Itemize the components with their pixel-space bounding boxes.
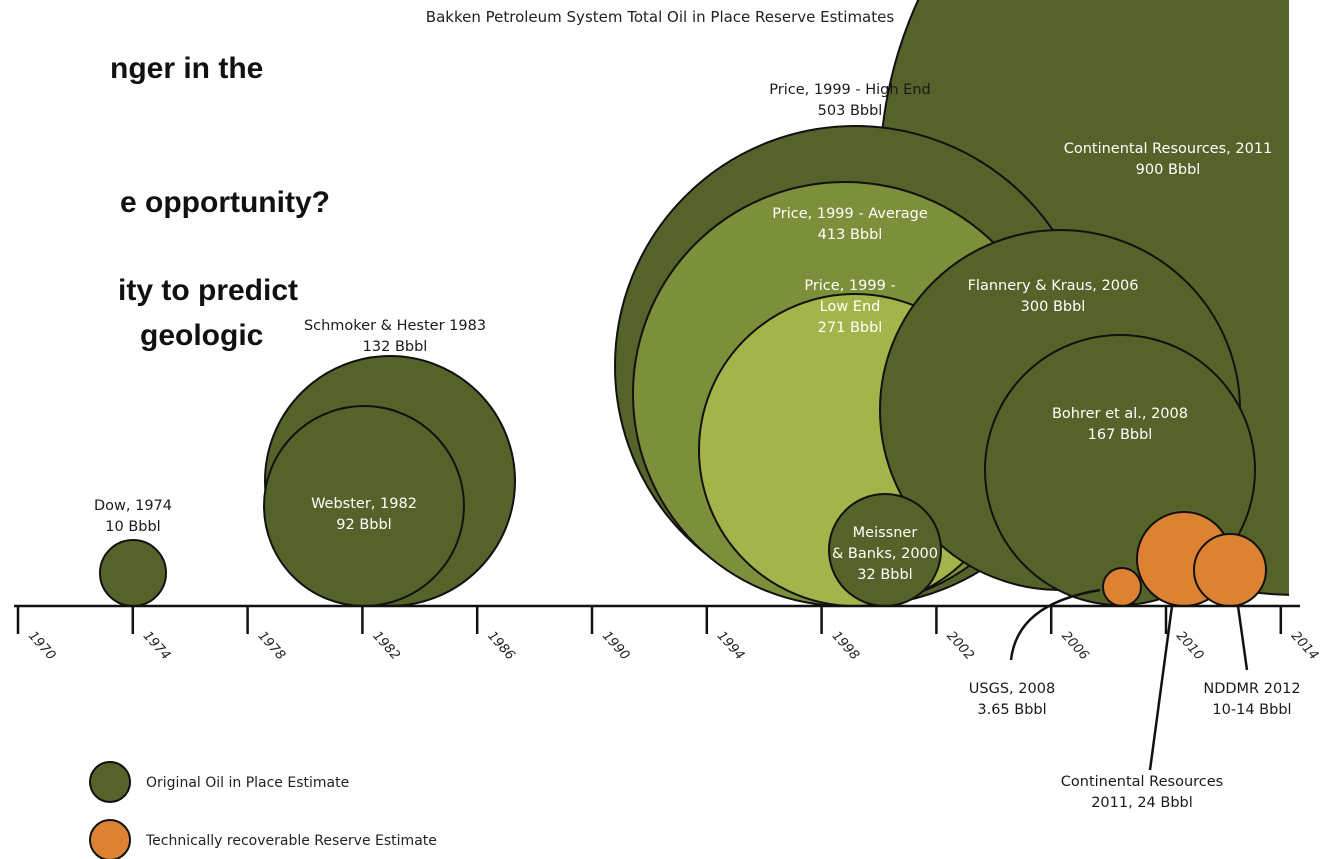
bubble-label: 32 Bbbl: [857, 567, 912, 583]
bubble-label: Price, 1999 - Average: [772, 206, 928, 222]
bubble-dow-1974: [99, 539, 167, 607]
bubble-label: Flannery & Kraus, 2006: [968, 278, 1139, 294]
slide-text-line3: ity to predict: [118, 274, 298, 307]
bubble-label: Bohrer et al., 2008: [1052, 406, 1188, 422]
bubble-label: 300 Bbbl: [1021, 299, 1086, 315]
leader-lines: USGS, 2008 3.65 Bbbl Continental Resources…: [969, 588, 1301, 811]
axis-tick-label: 1970: [25, 629, 58, 664]
bubble-label: 167 Bbbl: [1088, 427, 1153, 443]
bubble-label: Schmoker & Hester 1983: [304, 318, 486, 334]
axis-tick-label: 1998: [829, 629, 862, 664]
legend-swatch-oip: [89, 761, 131, 803]
axis-tick-label: 2014: [1288, 629, 1320, 664]
leader-line-continental: [1148, 605, 1174, 771]
bubble-label: Dow, 1974: [94, 498, 172, 514]
axis-tick-label: 2006: [1058, 629, 1091, 664]
bubble-label: 900 Bbbl: [1136, 162, 1201, 178]
bubble-label: & Banks, 2000: [832, 546, 938, 562]
leader-line-usgs: [1009, 588, 1101, 661]
bubble-nddmr-2012: [1193, 533, 1267, 607]
bubble-label: Continental Resources, 2011: [1064, 141, 1273, 157]
axis-tick-label: 1982: [369, 629, 402, 664]
axis-tick-label: 1978: [255, 629, 288, 664]
bubble-layer: [99, 0, 1289, 607]
legend-swatch-recoverable: [89, 819, 131, 859]
recoverable-label: 10-14 Bbbl: [1212, 702, 1291, 718]
bubble-label: Price, 1999 - High End: [769, 82, 930, 98]
recoverable-label: Continental Resources: [1061, 774, 1223, 790]
bubble-label: 92 Bbbl: [336, 517, 391, 533]
bubble-label: Meissner: [853, 525, 918, 541]
bubble-label: 132 Bbbl: [363, 339, 428, 355]
bubble-usgs-2008: [1102, 567, 1142, 607]
axis-tick-label: 1990: [599, 629, 632, 664]
chart-title: Bakken Petroleum System Total Oil in Pla…: [426, 8, 895, 26]
bubble-label: Low End: [820, 299, 881, 315]
slide-text-line2: e opportunity?: [120, 186, 330, 219]
axis-tick-label: 1974: [140, 629, 173, 664]
bubble-label: 503 Bbbl: [818, 103, 883, 119]
bubble-label: Webster, 1982: [311, 496, 417, 512]
bubble-labels: Dow, 1974 10 Bbbl Schmoker & Hester 1983 13…: [94, 82, 1272, 583]
legend: Original Oil in Place Estimate Technical…: [89, 761, 437, 859]
leader-line-nddmr: [1236, 605, 1249, 671]
recoverable-label: NDDMR 2012: [1203, 681, 1300, 697]
slide-text-line1: nger in the: [110, 52, 263, 85]
axis-tick-label: 1994: [714, 629, 747, 664]
timeline-axis: 1970 1974 1978 1982 1986 1990 1994 1998 2002 2006…: [14, 604, 1320, 664]
recoverable-label: 2011, 24 Bbbl: [1091, 795, 1193, 811]
axis-tick-label: 1986: [484, 629, 517, 664]
slide-text-line4: geologic: [140, 319, 263, 352]
bubble-label: 413 Bbbl: [818, 227, 883, 243]
bubble-label: 10 Bbbl: [105, 519, 160, 535]
recoverable-label: 3.65 Bbbl: [977, 702, 1046, 718]
bubble-label: 271 Bbbl: [818, 320, 883, 336]
axis-tick-label: 2010: [1173, 629, 1206, 664]
bubble-label: Price, 1999 -: [804, 278, 895, 294]
legend-label-oip: Original Oil in Place Estimate: [146, 775, 349, 791]
axis-tick-label: 2002: [943, 629, 976, 664]
legend-label-recoverable: Technically recoverable Reserve Estimate: [145, 833, 437, 849]
recoverable-label: USGS, 2008: [969, 681, 1055, 697]
